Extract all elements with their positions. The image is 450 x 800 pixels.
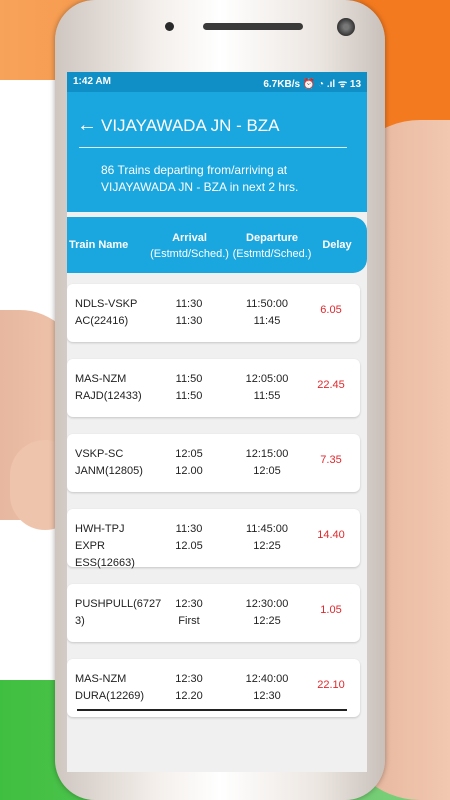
train-name-line1: HWH-TPJ EXPR <box>75 523 125 552</box>
earpiece-speaker <box>203 23 303 30</box>
train-row[interactable]: VSKP-SC JANM(12805) 12:05 12.00 12:15:00 12… <box>67 434 360 492</box>
departure-estimated: 12:15:00 <box>245 448 289 460</box>
delay-value: 1.05 <box>320 604 342 616</box>
train-name-line2: 3) <box>75 615 85 627</box>
column-arrival-sub: (Estmtd/Sched.) <box>150 248 229 260</box>
train-name: NDLS-VSKP AC(22416) <box>75 296 155 330</box>
page-title: VIJAYAWADA JN - BZA <box>101 116 280 135</box>
train-name: MAS-NZM DURA(12269) <box>75 671 155 705</box>
departure-scheduled: 12:05 <box>253 465 281 477</box>
train-row[interactable]: NDLS-VSKP AC(22416) 11:30 11:30 11:50:00 11… <box>67 284 360 342</box>
train-name-line2: ESS(12663) <box>75 557 135 569</box>
train-name: MAS-NZM RAJD(12433) <box>75 371 155 405</box>
departure-estimated: 12:40:00 <box>245 673 289 685</box>
train-name-line2: DURA(12269) <box>75 690 145 702</box>
header-divider <box>79 147 347 148</box>
column-departure-label: Departure <box>246 232 298 244</box>
column-arrival-label: Arrival <box>172 232 207 244</box>
train-name-line2: JANM(12805) <box>75 465 143 477</box>
departure-scheduled: 12:25 <box>253 540 281 552</box>
arrival-times: 11:30 11:30 <box>159 296 219 330</box>
status-bar: 1:42 AM 6.7KB/s ⏰ ◔ .ıl ᯤ 13 <box>67 72 367 92</box>
arrival-scheduled: 12.05 <box>175 540 203 552</box>
departure-scheduled: 12:30 <box>253 690 281 702</box>
departure-estimated: 11:45:00 <box>245 523 288 535</box>
arrival-estimated: 11:30 <box>175 523 203 535</box>
departure-times: 12:05:00 11:55 <box>237 371 297 405</box>
train-name-line1: NDLS-VSKP <box>75 298 138 310</box>
arrival-times: 11:50 11:50 <box>159 371 219 405</box>
delay-value: 22.10 <box>317 679 345 691</box>
page-subtitle: 86 Trains departing from/arriving at VIJ… <box>101 163 299 194</box>
table-header: Train Name Arrival (Estmtd/Sched.) Depar… <box>67 217 367 273</box>
departure-estimated: 12:30:00 <box>245 598 289 610</box>
arrival-scheduled: 11:50 <box>175 390 203 402</box>
arrow-left-icon[interactable]: ← <box>77 114 97 136</box>
column-departure-sub: (Estmtd/Sched.) <box>232 248 312 260</box>
departure-scheduled: 11:55 <box>253 390 281 402</box>
train-name: HWH-TPJ EXPR ESS(12663) <box>75 521 155 572</box>
column-departure: Departure (Estmtd/Sched.) <box>227 230 317 262</box>
train-name-line1: MAS-NZM <box>75 373 127 385</box>
departure-times: 11:45:00 12:25 <box>237 521 297 555</box>
departure-times: 12:30:00 12:25 <box>237 596 297 630</box>
phone-screen: 1:42 AM 6.7KB/s ⏰ ◔ .ıl ᯤ 13 ← VIJAYAWAD… <box>67 72 367 772</box>
arrival-scheduled: 12.00 <box>175 465 203 477</box>
train-name: VSKP-SC JANM(12805) <box>75 446 155 480</box>
app-header: ← VIJAYAWADA JN - BZA 86 Trains departin… <box>67 92 367 212</box>
arrival-estimated: 12:30 <box>175 673 203 685</box>
arrival-times: 12:30 First <box>159 596 219 630</box>
column-arrival: Arrival (Estmtd/Sched.) <box>147 230 232 262</box>
arrival-times: 12:05 12.00 <box>159 446 219 480</box>
departure-times: 11:50:00 11:45 <box>237 296 297 330</box>
train-name-line1: MAS-NZM <box>75 673 127 685</box>
arrival-scheduled: 12.20 <box>175 690 203 702</box>
arrival-estimated: 12:05 <box>175 448 203 460</box>
delay-value: 22.45 <box>317 379 345 391</box>
arrival-times: 11:30 12.05 <box>159 521 219 555</box>
departure-scheduled: 11:45 <box>253 315 281 327</box>
arrival-estimated: 11:50 <box>175 373 203 385</box>
arrival-scheduled: First <box>178 615 200 627</box>
train-name-line1: PUSHPULL(6727 <box>75 598 162 610</box>
train-row[interactable]: MAS-NZM RAJD(12433) 11:50 11:50 12:05:00 11… <box>67 359 360 417</box>
train-name-line2: RAJD(12433) <box>75 390 142 402</box>
status-time: 1:42 AM <box>73 76 111 87</box>
delay-value: 7.35 <box>320 454 342 466</box>
status-indicators: 6.7KB/s ⏰ ◔ .ıl ᯤ 13 <box>263 79 361 90</box>
column-delay: Delay <box>322 239 352 251</box>
arrival-times: 12:30 12.20 <box>159 671 219 705</box>
arrival-scheduled: 11:30 <box>175 315 203 327</box>
train-name-line1: VSKP-SC <box>75 448 124 460</box>
column-train-name: Train Name <box>69 239 129 251</box>
train-name-line2: AC(22416) <box>75 315 129 327</box>
departure-estimated: 11:50:00 <box>245 298 288 310</box>
departure-estimated: 12:05:00 <box>245 373 289 385</box>
train-name: PUSHPULL(6727 3) <box>75 596 162 630</box>
scroll-edge-line <box>77 709 347 711</box>
train-row[interactable]: HWH-TPJ EXPR ESS(12663) 11:30 12.05 11:45:… <box>67 509 360 569</box>
delay-value: 14.40 <box>317 529 345 541</box>
sensor-icon <box>165 22 174 31</box>
train-row[interactable]: PUSHPULL(6727 3) 12:30 First 12:30:00 12:25… <box>67 584 360 642</box>
departure-times: 12:40:00 12:30 <box>237 671 297 705</box>
arrival-estimated: 11:30 <box>175 298 203 310</box>
arrival-estimated: 12:30 <box>175 598 203 610</box>
front-camera-icon <box>337 18 355 36</box>
delay-value: 6.05 <box>320 304 342 316</box>
departure-times: 12:15:00 12:05 <box>237 446 297 480</box>
train-row[interactable]: MAS-NZM DURA(12269) 12:30 12.20 12:40:00 12… <box>67 659 360 717</box>
departure-scheduled: 12:25 <box>253 615 281 627</box>
